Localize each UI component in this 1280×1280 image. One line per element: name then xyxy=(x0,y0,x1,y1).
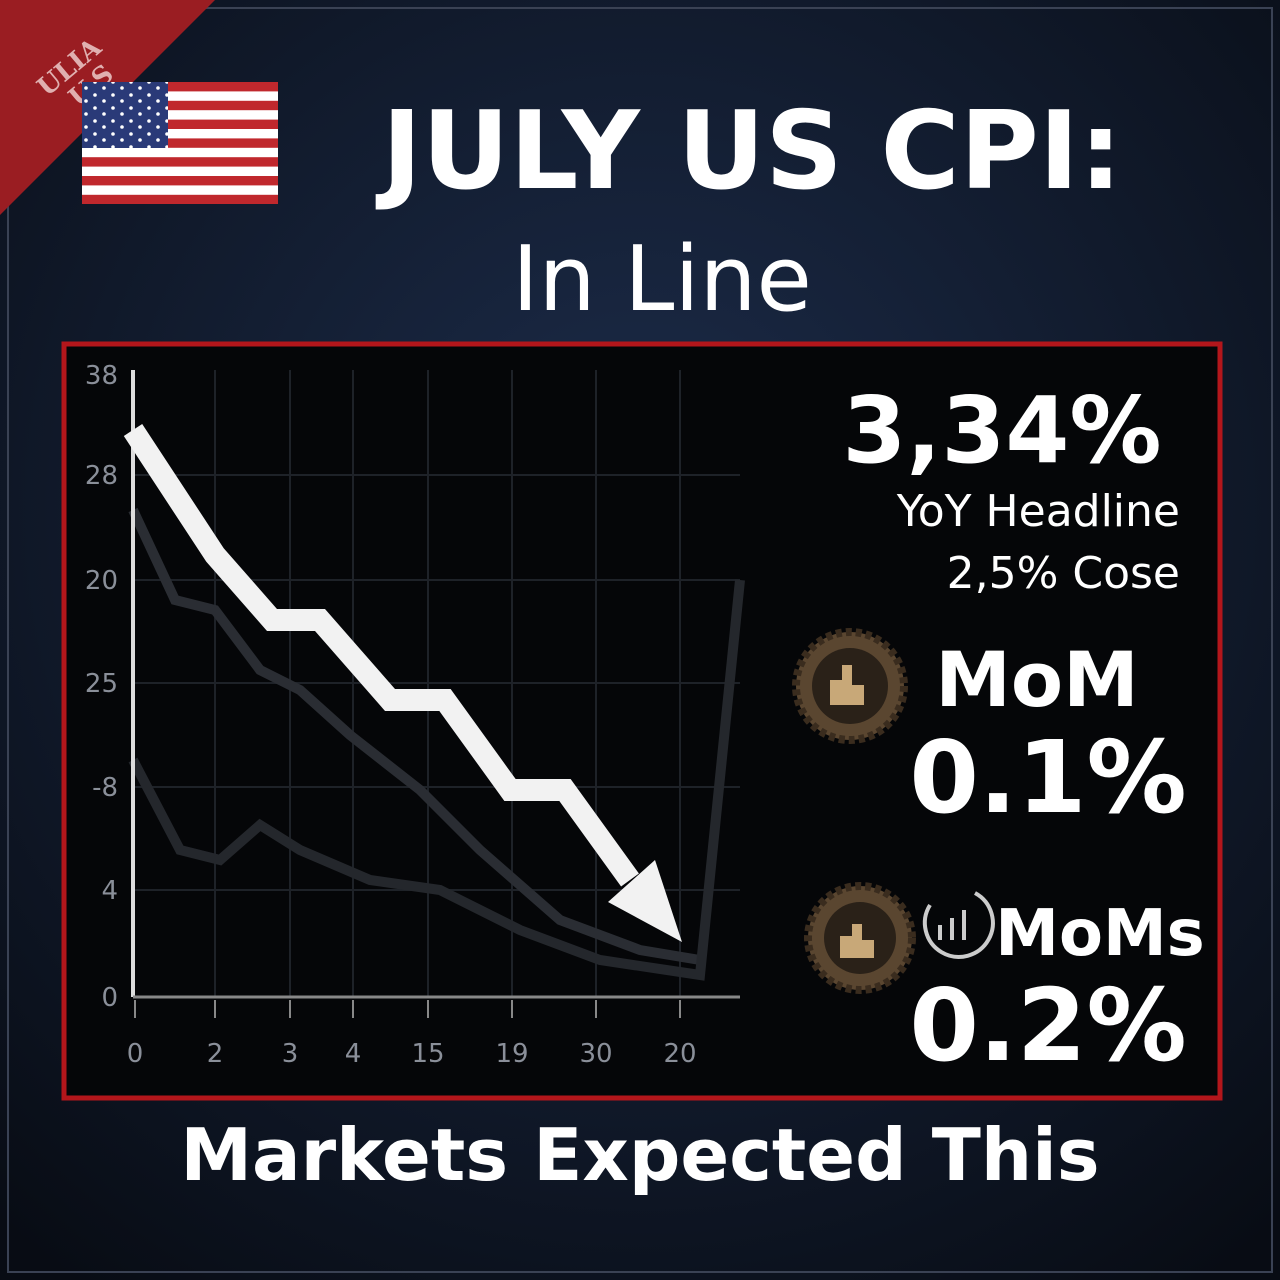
faint-line xyxy=(128,507,701,965)
y-tick-label: 0 xyxy=(101,983,118,1013)
badge-icon xyxy=(792,628,908,744)
y-tick-label: 25 xyxy=(85,669,118,699)
x-tick-label: 30 xyxy=(579,1039,612,1069)
y-tick-label: 4 xyxy=(101,876,118,906)
grid xyxy=(133,370,740,997)
y-tick-label: 20 xyxy=(85,566,118,596)
mom-label: MoM xyxy=(935,635,1138,724)
headline-value: 3,34% xyxy=(842,377,1161,484)
y-tick-label: 28 xyxy=(85,461,118,491)
x-tick-label: 19 xyxy=(495,1039,528,1069)
y-tick-label: 38 xyxy=(85,361,118,391)
panel xyxy=(61,341,1223,1101)
border xyxy=(7,7,1273,1273)
chart: 38 28 20 25 -8 4 00 2 3 4 15 19 30 20 xyxy=(85,361,745,1069)
core-label: 2,5% Cose xyxy=(947,548,1180,599)
refresh-icon xyxy=(922,891,995,959)
headline-label: YoY Headline xyxy=(896,486,1180,537)
moms-value: 0.2% xyxy=(909,967,1186,1084)
x-tick-label: 15 xyxy=(411,1039,444,1069)
x-tick-label: 2 xyxy=(207,1039,224,1069)
x-tick-label: 20 xyxy=(663,1039,696,1069)
us-flag xyxy=(82,82,278,204)
x-tick-label: 4 xyxy=(345,1039,362,1069)
title: JULY US CPI: xyxy=(375,89,1123,214)
x-tick-label: 0 xyxy=(127,1039,144,1069)
y-tick-label: -8 xyxy=(92,773,118,803)
faint-line xyxy=(128,579,745,981)
mom-value: 0.1% xyxy=(909,719,1186,836)
caption: Markets Expected This xyxy=(180,1113,1099,1197)
moms-label: MoMs xyxy=(995,897,1204,971)
arrow-head xyxy=(608,860,682,942)
x-tick-label: 3 xyxy=(282,1039,299,1069)
subtitle: In Line xyxy=(512,227,812,332)
trend-arrow xyxy=(123,423,639,887)
badge-icon xyxy=(804,882,916,994)
